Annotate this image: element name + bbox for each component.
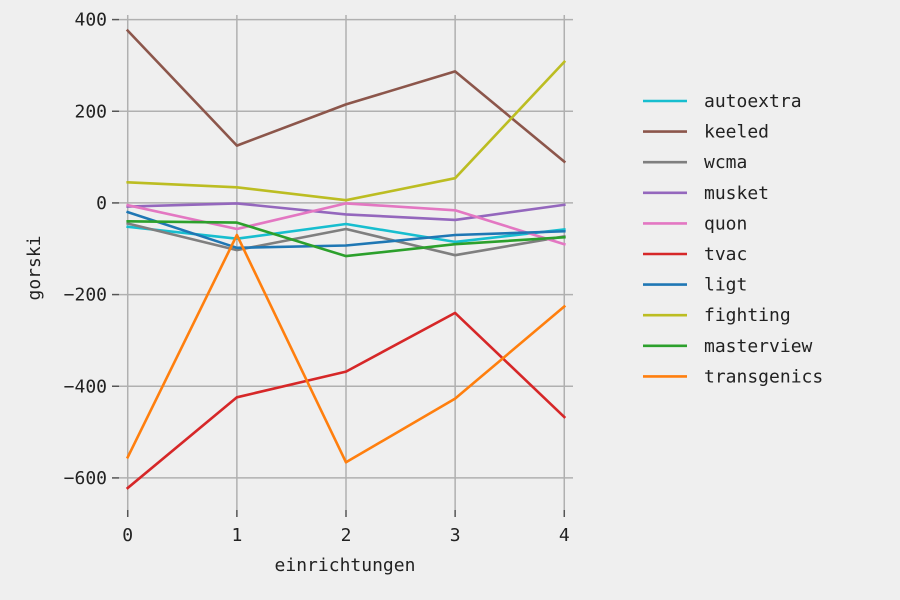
legend-item: wcma	[643, 152, 747, 173]
series-line-masterview	[126, 219, 566, 258]
legend-item: fighting	[643, 305, 791, 326]
x-axis-label: einrichtungen	[275, 555, 416, 576]
legend-item: keeled	[643, 122, 769, 143]
y-tick-label: 0	[96, 193, 107, 214]
grid	[119, 15, 573, 510]
legend: autoextra keeled wcma musket quon tvac ligt fig…	[643, 91, 823, 387]
series-line-transgenics	[125, 233, 567, 464]
legend-label: autoextra	[704, 91, 802, 112]
y-tick-label: 200	[74, 101, 107, 122]
series-lines	[125, 28, 567, 490]
legend-label: masterview	[704, 336, 813, 357]
series-line-musket	[126, 202, 566, 222]
x-tick-label: 0	[122, 525, 133, 546]
y-axis-label: gorski	[24, 235, 45, 300]
x-tick-label: 4	[559, 525, 570, 546]
legend-label: transgenics	[704, 366, 823, 387]
legend-item: ligt	[643, 275, 747, 296]
legend-item: masterview	[643, 336, 813, 357]
legend-label: quon	[704, 213, 747, 234]
series-line-fighting	[126, 59, 567, 202]
y-tick-label: −400	[64, 376, 107, 397]
legend-label: musket	[704, 183, 769, 204]
series-line-ligt	[126, 210, 566, 250]
x-tick-label: 1	[231, 525, 242, 546]
legend-item: tvac	[643, 244, 747, 265]
legend-item: quon	[643, 213, 747, 234]
y-tick-label: −600	[64, 468, 107, 489]
series-line-tvac	[125, 311, 567, 490]
x-tick-label: 2	[341, 525, 352, 546]
legend-item: musket	[643, 183, 769, 204]
x-tick-label: 3	[450, 525, 461, 546]
y-tick-label: 400	[74, 10, 107, 31]
legend-item: autoextra	[643, 91, 802, 112]
legend-label: keeled	[704, 122, 769, 143]
legend-label: fighting	[704, 305, 791, 326]
legend-label: ligt	[704, 275, 747, 296]
y-tick-label: −200	[64, 285, 107, 306]
series-line-keeled	[125, 28, 567, 164]
legend-label: tvac	[704, 244, 747, 265]
legend-label: wcma	[704, 152, 747, 173]
legend-item: transgenics	[643, 366, 823, 387]
axis-ticks: 0 1 2 3 4 −600 −400 −200 0 200 400	[64, 10, 570, 546]
series-line-wcma	[126, 221, 566, 257]
